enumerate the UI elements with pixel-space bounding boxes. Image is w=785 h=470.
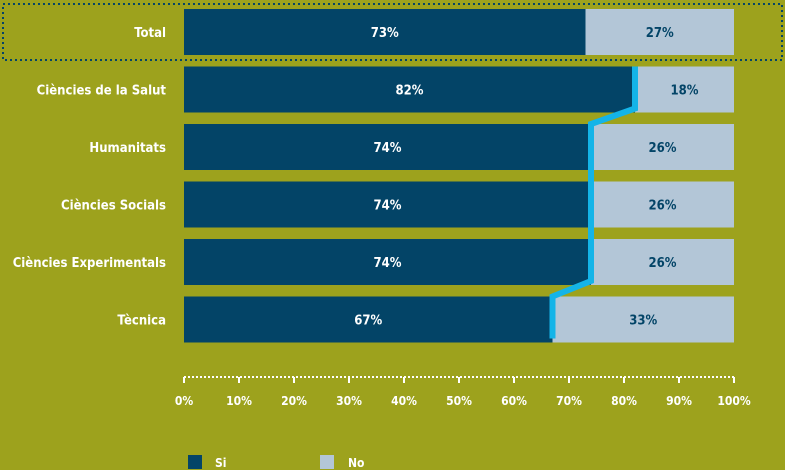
- value-label-no: 18%: [671, 84, 699, 99]
- highlight-frame: [2, 3, 783, 61]
- legend-swatch-si: [188, 455, 202, 469]
- bar-no-5: [552, 296, 734, 343]
- category-label: Tècnica: [117, 314, 166, 329]
- value-label-no: 26%: [649, 199, 677, 214]
- bar-si-1: [184, 66, 635, 113]
- value-label-si: 82%: [396, 84, 424, 99]
- value-label-no: 26%: [649, 256, 677, 271]
- bar-si-2: [184, 124, 591, 170]
- legend-swatch-no: [320, 455, 334, 469]
- legend-label-si: Si: [215, 456, 226, 470]
- value-label-si: 74%: [374, 199, 402, 214]
- x-tick-label: 90%: [666, 394, 692, 408]
- category-label: Ciències Experimentals: [13, 256, 166, 271]
- category-label: Ciències de la Salut: [37, 84, 167, 99]
- x-tick-label: 70%: [556, 394, 582, 408]
- x-tick-label: 0%: [175, 394, 194, 408]
- x-tick-label: 80%: [611, 394, 637, 408]
- value-label-si: 74%: [374, 256, 402, 271]
- x-tick-label: 40%: [391, 394, 417, 408]
- legend-label-no: No: [348, 456, 364, 470]
- bar-si-3: [184, 181, 591, 228]
- category-label: Ciències Socials: [61, 199, 166, 214]
- x-tick-label: 50%: [446, 394, 472, 408]
- x-tick-label: 100%: [717, 394, 751, 408]
- bar-no-2: [591, 124, 734, 170]
- value-label-no: 33%: [629, 314, 657, 329]
- bar-si-4: [184, 239, 591, 285]
- category-label: Total: [134, 26, 166, 41]
- x-tick-label: 30%: [336, 394, 362, 408]
- value-label-si: 67%: [354, 314, 382, 329]
- bar-si-5: [184, 296, 553, 343]
- x-tick-label: 60%: [501, 394, 527, 408]
- divider-connector-line: [549, 66, 638, 339]
- value-label-si: 74%: [374, 141, 402, 156]
- x-tick-label: 20%: [281, 394, 307, 408]
- value-label-si: 73%: [371, 26, 399, 41]
- bar-no-4: [591, 239, 734, 285]
- bar-no-1: [635, 66, 734, 113]
- value-label-no: 26%: [649, 141, 677, 156]
- bar-no-3: [591, 181, 734, 228]
- x-tick-label: 10%: [226, 394, 252, 408]
- bar-no-0: [585, 9, 734, 55]
- bar-si-0: [184, 9, 586, 55]
- value-label-no: 27%: [646, 26, 674, 41]
- category-label: Humanitats: [89, 141, 166, 156]
